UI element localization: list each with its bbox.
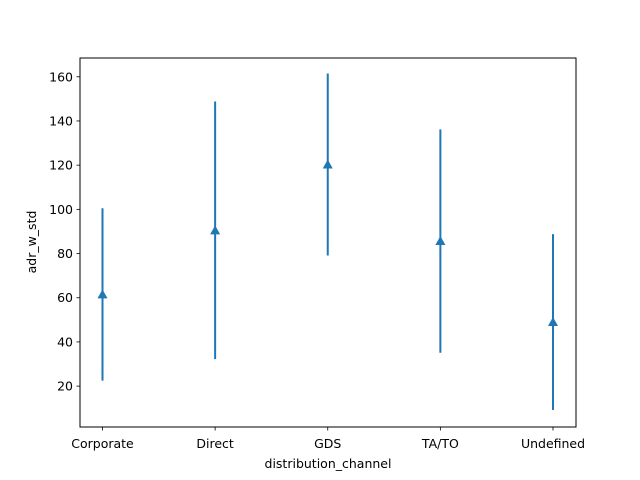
data-point-marker bbox=[548, 317, 558, 327]
x-tick-label: Corporate bbox=[71, 436, 134, 451]
x-tick-label: Undefined bbox=[521, 436, 585, 451]
y-tick-label: 20 bbox=[57, 379, 73, 394]
y-tick-label: 100 bbox=[49, 202, 73, 217]
series-errorbars bbox=[97, 73, 558, 410]
data-point-marker bbox=[322, 159, 333, 169]
y-tick-label: 140 bbox=[49, 113, 73, 128]
y-tick-label: 60 bbox=[57, 290, 73, 305]
x-tick-label: TA/TO bbox=[421, 436, 459, 451]
y-tick-label: 160 bbox=[49, 69, 73, 84]
x-tick-label: Direct bbox=[196, 436, 234, 451]
x-axis: Corporate Direct GDS TA/TO Undefined bbox=[71, 427, 585, 451]
data-point-marker bbox=[97, 289, 108, 299]
y-tick-label: 120 bbox=[49, 158, 73, 173]
x-axis-label: distribution_channel bbox=[265, 456, 392, 471]
data-point-marker bbox=[210, 225, 221, 235]
y-axis-label: adr_w_std bbox=[24, 211, 39, 274]
y-tick-label: 80 bbox=[57, 246, 73, 261]
y-axis: 20 40 60 80 100 120 140 160 bbox=[49, 69, 80, 394]
data-point-marker bbox=[435, 235, 446, 245]
x-tick-label: GDS bbox=[314, 436, 341, 451]
y-tick-label: 40 bbox=[57, 334, 73, 349]
